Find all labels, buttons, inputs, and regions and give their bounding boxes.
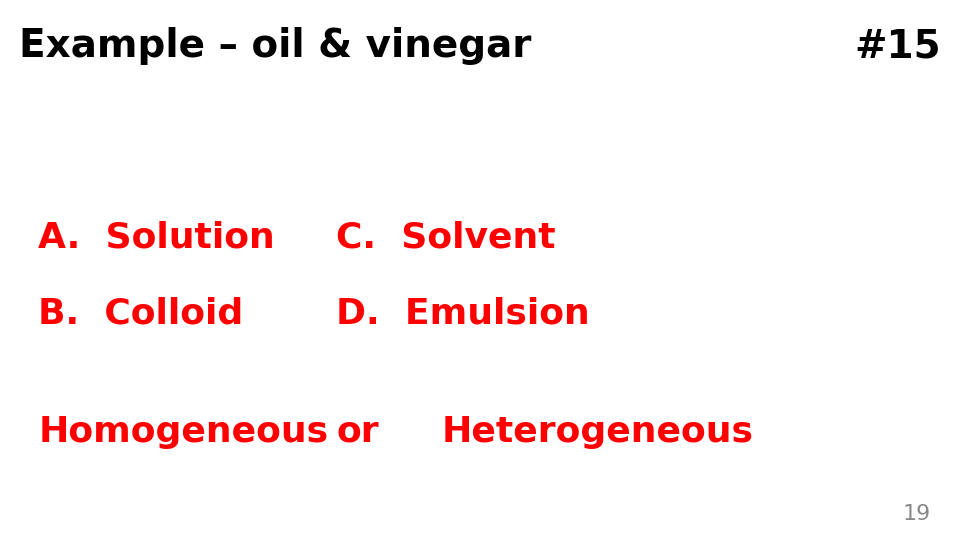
Text: or: or bbox=[336, 415, 378, 449]
Text: C.  Solvent: C. Solvent bbox=[336, 221, 556, 254]
Text: Homogeneous: Homogeneous bbox=[38, 415, 328, 449]
Text: Heterogeneous: Heterogeneous bbox=[442, 415, 754, 449]
Text: B.  Colloid: B. Colloid bbox=[38, 296, 244, 330]
Text: 19: 19 bbox=[903, 504, 931, 524]
Text: #15: #15 bbox=[854, 27, 941, 65]
Text: A.  Solution: A. Solution bbox=[38, 221, 276, 254]
Text: D.  Emulsion: D. Emulsion bbox=[336, 296, 589, 330]
Text: Example – oil & vinegar: Example – oil & vinegar bbox=[19, 27, 532, 65]
